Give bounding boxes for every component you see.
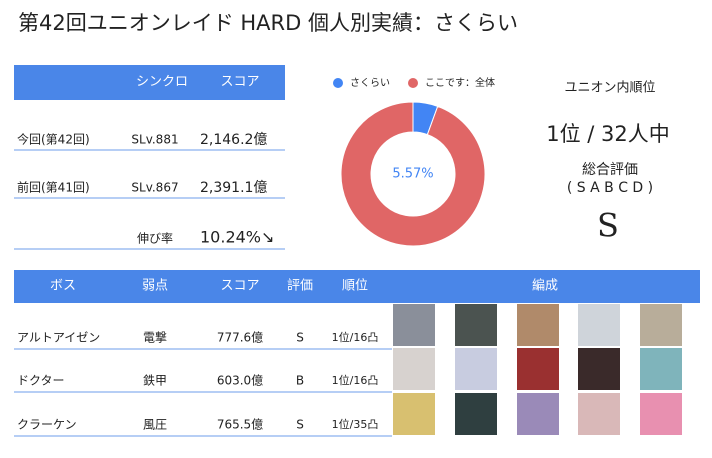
header-cell: 評価 [287, 279, 313, 294]
boss-header [14, 270, 700, 303]
sync-level: SLv.881 [131, 133, 178, 147]
boss-cell: B [296, 374, 304, 388]
header-cell: ボス [50, 279, 76, 294]
boss-name: アルトアイゼン [17, 331, 100, 345]
row-label: 今回(第42回) [17, 132, 90, 147]
portrait [578, 348, 620, 390]
boss-cell: S [296, 331, 304, 345]
eval-label: 総合評価 [582, 162, 638, 178]
portrait [455, 348, 497, 390]
portrait [517, 348, 559, 390]
legend-label: さくらい [350, 77, 390, 89]
portrait [455, 304, 497, 346]
boss-cell: 電撃 [143, 330, 167, 345]
boss-name: クラーケン [17, 418, 77, 432]
portrait [517, 393, 559, 435]
boss-cell: S [296, 418, 304, 432]
header-cell: スコア [220, 75, 259, 90]
boss-name: ドクター [17, 374, 65, 388]
page-title: 第42回ユニオンレイド HARD 個人別実績：さくらい [18, 11, 518, 35]
row-label: 前回(第41回) [17, 180, 90, 195]
score: 2,391.1億 [200, 180, 267, 196]
boss-cell: 鉄甲 [143, 373, 167, 388]
portrait [455, 393, 497, 435]
sync-level: SLv.867 [131, 181, 178, 195]
growth-label: 伸び率 [137, 231, 173, 246]
boss-cell: 風圧 [143, 418, 167, 432]
donut-slice [340, 101, 486, 247]
portraits [393, 304, 682, 435]
portrait [517, 304, 559, 346]
boss-cell: 603.0億 [217, 374, 263, 388]
rank-label: ユニオン内順位 [564, 80, 655, 96]
boss-cell: 765.5億 [217, 418, 263, 432]
portrait [640, 393, 682, 435]
summary-header [14, 65, 285, 100]
portrait [393, 393, 435, 435]
portrait [640, 304, 682, 346]
eval-value: S [597, 207, 619, 245]
growth-value: 10.24%↘ [200, 228, 274, 247]
portrait [640, 348, 682, 390]
boss-cell: 1位/16凸 [332, 373, 379, 387]
portrait [578, 304, 620, 346]
header-cell: シンクロ [136, 75, 188, 90]
eval-scale: ( S A B C D ) [567, 180, 653, 196]
legend-marker [333, 78, 343, 88]
portrait [393, 348, 435, 390]
rank-value: 1位 / 32人中 [546, 122, 670, 146]
portrait [578, 393, 620, 435]
header-cell: 弱点 [142, 279, 168, 294]
header-cell: 順位 [342, 279, 368, 294]
boss-cell: 777.6億 [217, 331, 263, 345]
header-cell: スコア [220, 279, 259, 294]
boss-cell: 1位/35凸 [332, 417, 379, 431]
score: 2,146.2億 [200, 132, 267, 148]
legend-label: ここです：全体 [425, 76, 495, 89]
donut-center-label: 5.57% [392, 167, 433, 182]
portrait [393, 304, 435, 346]
boss-cell: 1位/16凸 [332, 330, 379, 344]
legend-marker [408, 78, 418, 88]
header-cell: 編成 [532, 278, 558, 294]
